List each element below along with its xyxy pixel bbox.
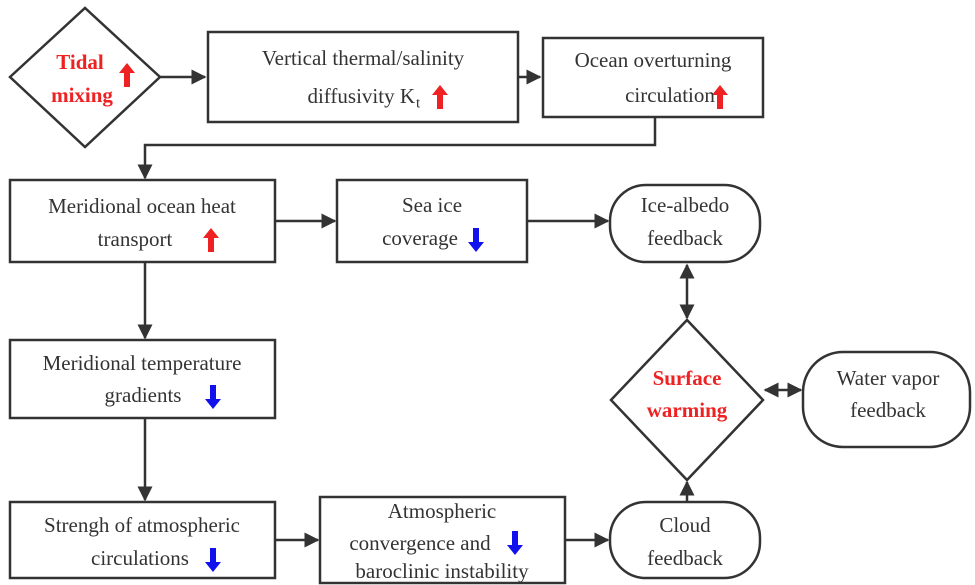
- box: [206, 30, 520, 124]
- node-label: coverage: [382, 226, 458, 250]
- node-label: feedback: [850, 398, 926, 422]
- node-label: Meridional ocean heat: [48, 194, 236, 218]
- node-label: Vertical thermal/salinity: [262, 46, 465, 70]
- node-label: Ocean overturning: [575, 48, 732, 72]
- node-label: transport: [98, 227, 173, 251]
- diamond: [609, 318, 765, 482]
- box: [8, 178, 277, 264]
- node-label: Atmospheric: [388, 499, 496, 523]
- node-label: Meridional temperature: [43, 351, 242, 375]
- node-label: circulation: [625, 83, 715, 107]
- node-label: Ice-albedo: [641, 193, 730, 217]
- box: [318, 495, 567, 585]
- node-label: diffusivity K: [307, 84, 415, 108]
- node-label: Water vapor: [837, 366, 940, 390]
- node-label: Surface: [653, 366, 722, 390]
- node-label: Strengh of atmospheric: [44, 513, 240, 537]
- node-label: Sea ice: [402, 193, 462, 217]
- box: [8, 500, 277, 580]
- rounded-box: [608, 500, 762, 580]
- node-label: Tidal: [56, 50, 104, 74]
- node-label: convergence and: [349, 531, 491, 555]
- node-label: gradients: [105, 383, 182, 407]
- diamond: [8, 6, 162, 149]
- node-label: feedback: [647, 546, 723, 570]
- node-label: baroclinic instability: [355, 559, 529, 583]
- rounded-box: [801, 350, 972, 449]
- node-label: mixing: [51, 83, 113, 107]
- rounded-box: [608, 183, 762, 264]
- box: [541, 36, 765, 119]
- node-label: warming: [647, 398, 728, 422]
- node-label: Cloud: [659, 513, 711, 537]
- box: [8, 338, 277, 420]
- subscript: t: [416, 95, 421, 111]
- node-label: circulations: [91, 546, 189, 570]
- arrows: [137, 69, 803, 548]
- node-label: feedback: [647, 226, 723, 250]
- indicators: [119, 63, 728, 572]
